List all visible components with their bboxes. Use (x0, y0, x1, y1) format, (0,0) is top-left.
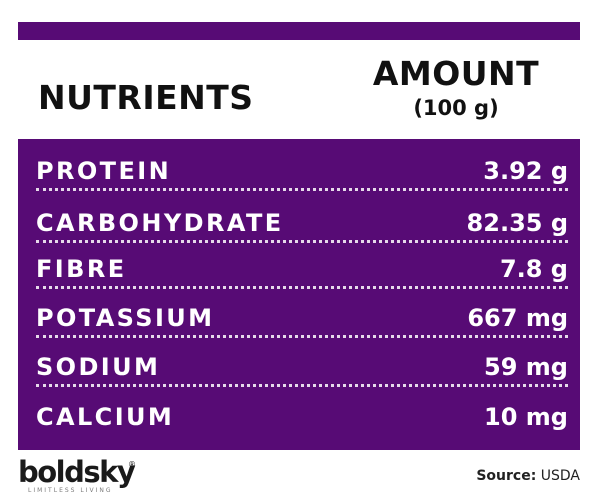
dotted-divider (36, 188, 568, 191)
amount-heading: AMOUNT (372, 54, 540, 93)
nutrient-name: CARBOHYDRATE (36, 209, 284, 237)
amount-unit: (100 g) (413, 96, 499, 120)
nutrient-amount: 59 mg (484, 353, 568, 381)
table-row: FIBRE 7.8 g (36, 243, 568, 289)
nutrients-heading: NUTRIENTS (38, 78, 254, 117)
nutrient-name: CALCIUM (36, 403, 175, 431)
dotted-divider (36, 286, 568, 289)
dotted-divider (36, 240, 568, 243)
nutrient-amount: 82.35 g (466, 209, 568, 237)
nutrient-amount: 10 mg (484, 403, 568, 431)
table-row: CARBOHYDRATE 82.35 g (36, 197, 568, 243)
registered-mark: ® (128, 460, 136, 469)
boldsky-logo: boldsky ® LIMITLESS LIVING (18, 455, 136, 495)
nutrient-name: POTASSIUM (36, 304, 215, 332)
nutrient-amount: 667 mg (467, 304, 568, 332)
nutrient-table: PROTEIN 3.92 g CARBOHYDRATE 82.35 g FIBR… (18, 139, 580, 450)
logo-tagline: LIMITLESS LIVING (28, 487, 113, 494)
nutrient-name: PROTEIN (36, 157, 172, 185)
nutrient-name: SODIUM (36, 353, 161, 381)
dotted-divider (36, 384, 568, 387)
source-value: USDA (540, 468, 580, 484)
source-credit: Source: USDA (476, 468, 580, 484)
logo-wordmark: boldsky (18, 455, 136, 489)
top-accent-band (18, 22, 580, 40)
nutrient-amount: 7.8 g (499, 255, 568, 283)
table-row: POTASSIUM 667 mg (36, 292, 568, 338)
table-row: PROTEIN 3.92 g (36, 145, 568, 191)
nutrient-name: FIBRE (36, 255, 127, 283)
table-row: CALCIUM 10 mg (36, 391, 568, 437)
table-row: SODIUM 59 mg (36, 341, 568, 387)
dotted-divider (36, 335, 568, 338)
nutrient-amount: 3.92 g (483, 157, 568, 185)
source-label: Source: (476, 468, 537, 484)
